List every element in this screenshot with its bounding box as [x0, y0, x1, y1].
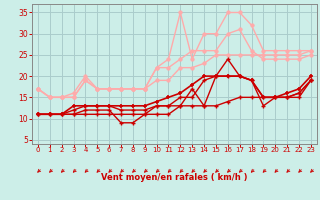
X-axis label: Vent moyen/en rafales ( km/h ): Vent moyen/en rafales ( km/h ) — [101, 173, 248, 182]
